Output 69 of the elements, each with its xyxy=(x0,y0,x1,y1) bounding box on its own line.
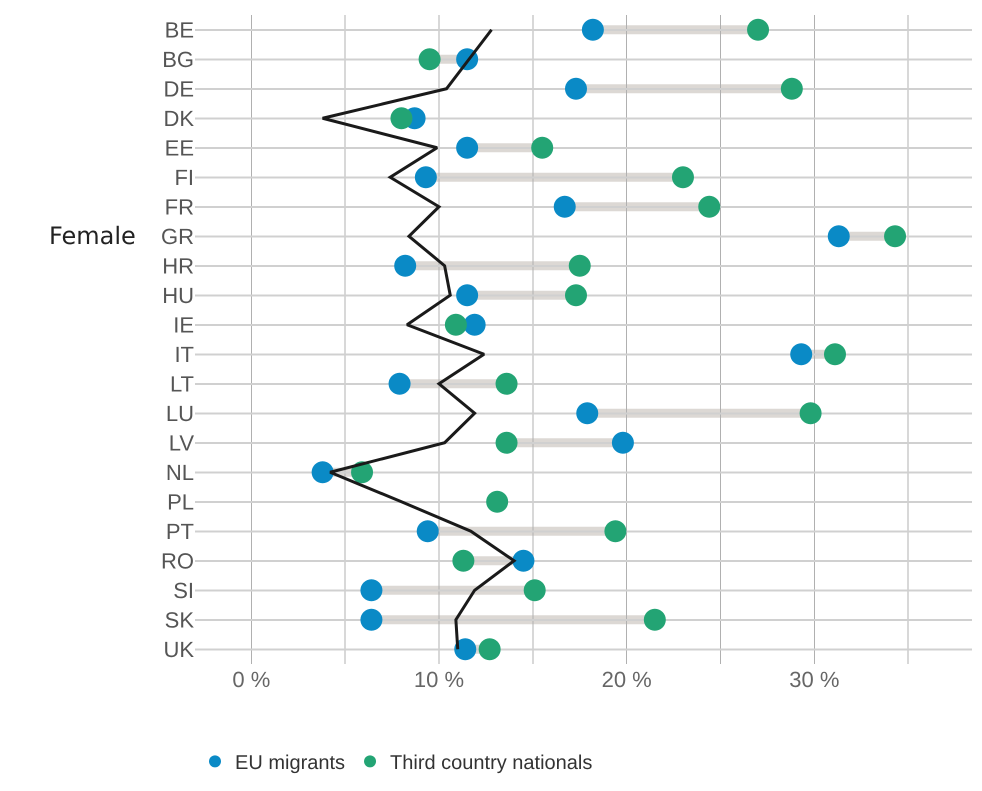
point xyxy=(512,550,534,572)
y-tick-label: BG xyxy=(162,46,194,72)
point xyxy=(456,136,478,159)
point xyxy=(747,18,770,41)
point xyxy=(576,402,598,424)
y-tick-label: LU xyxy=(166,400,194,426)
point xyxy=(828,225,850,248)
point xyxy=(582,18,604,41)
point xyxy=(565,284,587,306)
point xyxy=(800,402,822,424)
y-tick-label: EE xyxy=(164,135,194,160)
y-tick-label: NL xyxy=(166,460,194,485)
y-tick-label: IT xyxy=(174,342,194,367)
point xyxy=(496,372,518,395)
y-tick-label: PL xyxy=(167,489,194,514)
point xyxy=(644,608,666,631)
y-tick-label: LV xyxy=(168,430,194,456)
point xyxy=(698,196,720,218)
point xyxy=(524,579,546,602)
y-tick-label: PT xyxy=(166,518,194,544)
point xyxy=(496,432,518,454)
y-tick-label: HU xyxy=(162,282,194,308)
point xyxy=(824,343,846,366)
x-tick-label: 10 % xyxy=(414,667,464,692)
y-tick-label: DK xyxy=(163,106,194,131)
x-tick-label: 30 % xyxy=(789,667,840,692)
y-tick-label: UK xyxy=(163,636,194,662)
x-tick-label: 0 % xyxy=(232,667,270,692)
point xyxy=(486,490,508,513)
point xyxy=(612,432,634,454)
point xyxy=(312,461,334,484)
point xyxy=(531,136,554,159)
point xyxy=(414,166,437,188)
y-tick-label: RO xyxy=(161,548,194,574)
y-tick-label: GR xyxy=(161,224,194,249)
x-tick-label: 20 % xyxy=(602,667,652,692)
point xyxy=(456,284,478,306)
y-tick-label: DE xyxy=(163,76,194,102)
point xyxy=(884,225,906,248)
text: Female xyxy=(49,222,136,250)
point xyxy=(416,520,439,542)
point xyxy=(452,550,474,572)
point xyxy=(388,372,411,395)
legend-label: EU migrants xyxy=(235,752,346,774)
point xyxy=(394,254,416,277)
point xyxy=(444,314,467,336)
point xyxy=(790,343,812,366)
point xyxy=(565,78,587,100)
legend-label: Third country nationals xyxy=(390,752,592,774)
point xyxy=(418,48,441,70)
point xyxy=(464,314,486,336)
point xyxy=(780,78,803,100)
y-tick-label: LT xyxy=(170,371,194,396)
point xyxy=(360,608,382,631)
y-tick-label: BE xyxy=(164,17,194,42)
y-tick-label: SK xyxy=(164,607,194,632)
point xyxy=(568,254,591,277)
y-tick-label: IE xyxy=(173,312,194,338)
y-tick-label: HR xyxy=(162,253,194,278)
point xyxy=(454,638,476,660)
point xyxy=(554,196,576,218)
point xyxy=(390,107,412,130)
point xyxy=(604,520,626,542)
y-tick-label: FR xyxy=(164,194,194,220)
point xyxy=(672,166,694,188)
point xyxy=(478,638,501,660)
y-tick-label: FI xyxy=(174,164,194,190)
point xyxy=(360,579,382,602)
y-tick-label: SI xyxy=(173,578,194,603)
